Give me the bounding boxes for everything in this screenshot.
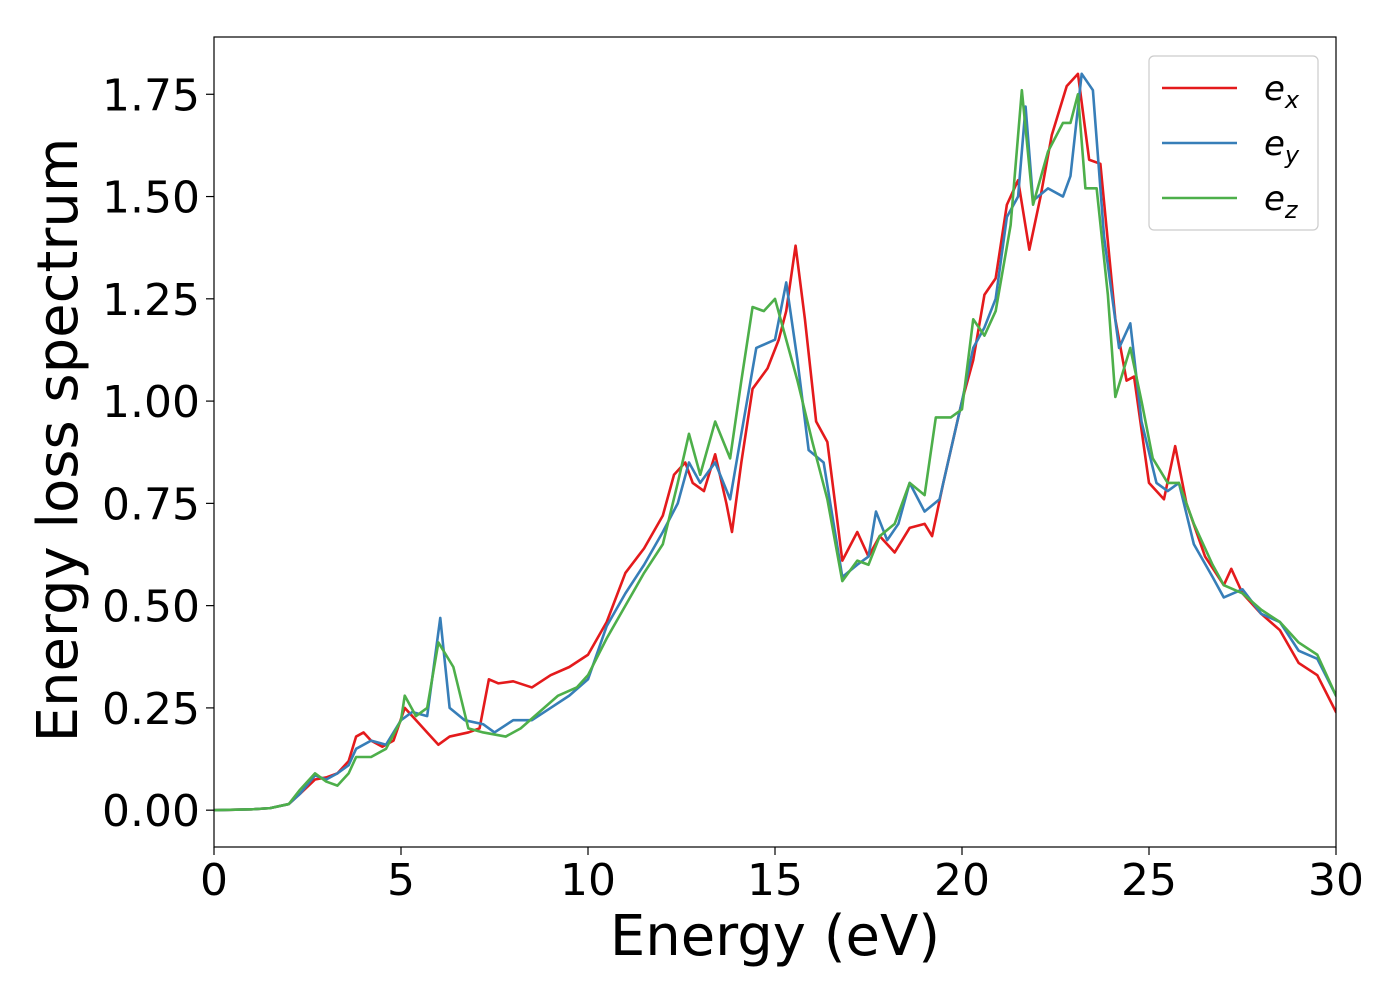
series-lines: [214, 72, 1336, 812]
y-tick-label: 1.00: [102, 377, 200, 428]
y-tick-label: 1.75: [102, 70, 200, 121]
y-tick-label: 1.25: [102, 275, 200, 326]
legend-entry: ey: [1264, 124, 1300, 169]
series-line-e-z: [214, 88, 1336, 812]
y-tick-label: 0.00: [102, 786, 200, 837]
legend-entry: ex: [1264, 69, 1300, 114]
x-tick-label: 15: [747, 855, 803, 906]
y-tick-label: 0.75: [102, 479, 200, 530]
x-tick-label: 30: [1308, 855, 1364, 906]
axis-ticks: 0 5 10 15 20 25 30 0.00 0.25 0.50 0.75 1.00 1.25 1.50…: [102, 70, 1364, 906]
x-tick-label: 5: [387, 855, 415, 906]
y-tick-label: 0.50: [102, 582, 200, 633]
legend-entry: ez: [1264, 179, 1299, 224]
x-tick-label: 10: [560, 855, 616, 906]
legend: ex ey ez: [1148, 55, 1319, 231]
y-tick-label: 0.25: [102, 684, 200, 735]
y-axis-label: Energy loss spectrum: [26, 138, 91, 743]
series-line-e-y: [214, 72, 1336, 812]
x-tick-label: 0: [200, 855, 228, 906]
x-axis-label: Energy (eV): [610, 904, 940, 969]
y-tick-label: 1.50: [102, 173, 200, 224]
x-tick-label: 25: [1121, 855, 1177, 906]
x-tick-label: 20: [934, 855, 990, 906]
